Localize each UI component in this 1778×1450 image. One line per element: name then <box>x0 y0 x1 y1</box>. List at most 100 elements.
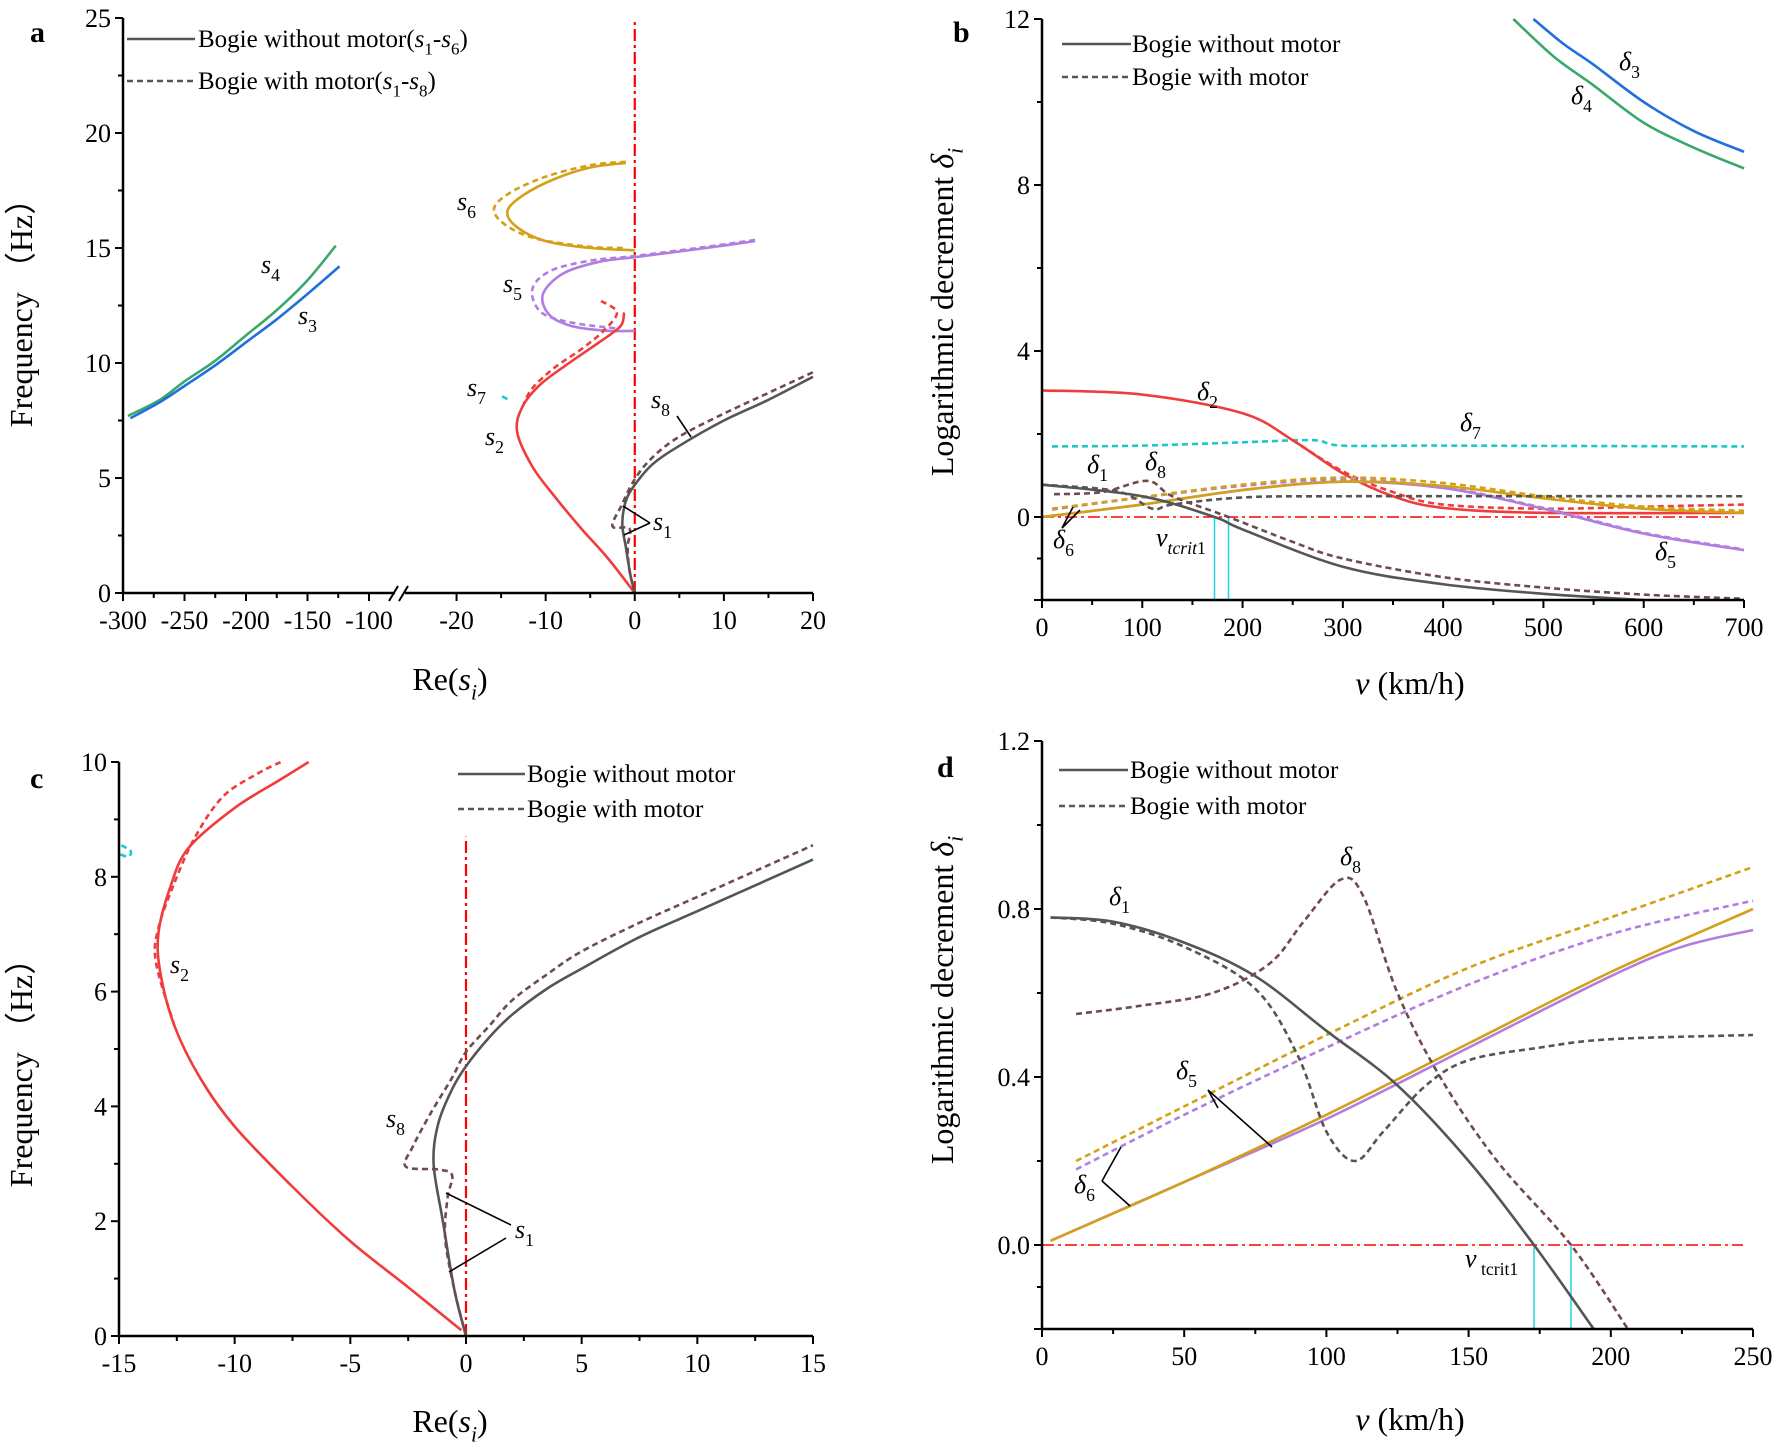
y-tick-label: 25 <box>85 4 111 33</box>
curve-label: δ5 <box>1655 537 1676 572</box>
curve-label: δ5 <box>1176 1056 1197 1091</box>
series-line-2 <box>505 161 635 252</box>
y-tick-label: 6 <box>94 978 107 1007</box>
y-tick-label: 8 <box>94 863 107 892</box>
curve-label: s1 <box>515 1215 534 1250</box>
x-tick-label: 150 <box>1449 1342 1488 1371</box>
curve-label: δ4 <box>1571 81 1592 116</box>
panel-d: 0 50 100 150 200 250 0.0 0.4 0.8 1.2 v (km/h) Logar… <box>924 727 1773 1437</box>
x-tick-label: 5 <box>575 1349 588 1378</box>
legend-label: Bogie with motor <box>1132 64 1309 91</box>
x-tick-label: 0 <box>628 606 641 635</box>
curve-label: s6 <box>457 187 476 222</box>
series-line-4 <box>1050 916 1595 1329</box>
curve-label: vtcrit1 <box>1156 523 1206 558</box>
series-line-4 <box>540 239 756 333</box>
x-axis-title: v (km/h) <box>1355 1401 1464 1437</box>
series-line-8 <box>1051 476 1745 513</box>
series-line-1 <box>1075 899 1754 1171</box>
x-tick-label: 15 <box>800 1349 826 1378</box>
y-tick-label: 4 <box>94 1092 107 1121</box>
series-line-9 <box>1042 483 1644 600</box>
curve-label: δ3 <box>1619 47 1640 82</box>
curve-label: s1 <box>653 507 672 542</box>
leader-line <box>676 415 692 438</box>
curve-label: s3 <box>298 301 317 336</box>
series-line-1 <box>129 265 341 420</box>
x-tick-label: 500 <box>1524 613 1563 642</box>
x-tick-label: 400 <box>1424 613 1463 642</box>
leader-line <box>1101 1180 1131 1207</box>
leader-line <box>1101 1146 1122 1182</box>
series-line-1 <box>153 760 282 1027</box>
y-tick-label: 0.8 <box>998 895 1031 924</box>
panel-letter: a <box>30 16 45 49</box>
legend-label: Bogie with motor(s1-s8) <box>198 68 436 101</box>
leader-line <box>448 1237 507 1273</box>
series-line-3 <box>492 160 626 250</box>
x-tick-label: -20 <box>439 606 474 635</box>
panel-letter: d <box>937 751 954 784</box>
x-tick-label: 700 <box>1725 613 1764 642</box>
y-tick-label: 0.4 <box>998 1063 1031 1092</box>
panel-c: -15 -10 -5 0 5 10 15 0 2 4 6 8 10 Re(si) Frequency （Hz… <box>3 748 826 1447</box>
series-line-2 <box>1052 438 1745 448</box>
y-tick-label: 10 <box>81 748 107 777</box>
x-tick-label: -5 <box>339 1349 361 1378</box>
series-line-3 <box>432 858 814 1336</box>
series-group <box>1042 17 1745 600</box>
legend-label: Bogie without motor <box>1132 31 1341 58</box>
panel-b: 0 100 200 300 400 500 600 700 0 4 8 12 v (km/h) Logar… <box>924 5 1764 701</box>
curve-label: s4 <box>261 250 280 285</box>
x-tick-label: -100 <box>345 606 393 635</box>
axis-break-mark <box>388 585 409 602</box>
series-line-6 <box>515 312 636 593</box>
y-tick-label: 5 <box>98 464 111 493</box>
x-tick-label: 0 <box>1036 613 1049 642</box>
curve-label: δ6 <box>1074 1170 1095 1205</box>
series-line-0 <box>1532 17 1745 154</box>
series-line-1 <box>1512 18 1745 170</box>
y-axis-title: Frequency （Hz） <box>3 183 39 427</box>
leader-line <box>445 1192 512 1226</box>
series-line-11 <box>1053 479 1745 600</box>
panel-letter: c <box>30 762 43 795</box>
series-line-5 <box>1050 916 1754 1163</box>
curve-label: v tcrit1 <box>1465 1244 1518 1279</box>
legend-label: Bogie without motor(s1-s6) <box>198 26 468 59</box>
x-tick-label: -300 <box>99 606 147 635</box>
x-tick-label: -150 <box>284 606 332 635</box>
series-line-4 <box>1292 439 1745 511</box>
series-line-9 <box>621 375 814 593</box>
x-axis-title: v (km/h) <box>1355 665 1464 701</box>
x-axis-title: Re(si) <box>412 1403 487 1447</box>
x-axis-title: Re(si) <box>412 661 487 705</box>
y-tick-label: 0 <box>98 579 111 608</box>
leader-line <box>623 522 651 536</box>
y-axis-title: Logarithmic decrement δi <box>924 836 968 1164</box>
curve-label: δ1 <box>1087 450 1108 485</box>
y-tick-label: 2 <box>94 1207 107 1236</box>
curve-label: δ8 <box>1340 842 1361 877</box>
legend-label: Bogie with motor <box>1130 793 1307 820</box>
x-tick-label: 300 <box>1323 613 1362 642</box>
x-tick-label: 100 <box>1307 1342 1346 1371</box>
x-tick-label: -10 <box>528 606 563 635</box>
series-line-3 <box>1050 907 1754 1242</box>
leader-line <box>1061 509 1081 529</box>
x-tick-label: 250 <box>1734 1342 1773 1371</box>
series-line-7 <box>1042 480 1745 519</box>
x-tick-label: 0 <box>460 1349 473 1378</box>
x-tick-label: 600 <box>1624 613 1663 642</box>
y-axis-title: Frequency （Hz） <box>3 943 39 1187</box>
x-tick-label: -15 <box>102 1349 137 1378</box>
x-tick-label: 10 <box>711 606 737 635</box>
series-line-10 <box>611 371 814 593</box>
series-line-0 <box>156 760 463 1332</box>
panel-letter: b <box>953 16 970 49</box>
series-line-10 <box>1042 483 1745 511</box>
x-tick-label: 10 <box>684 1349 710 1378</box>
leader-line <box>1207 1089 1219 1109</box>
leader-line <box>1207 1089 1273 1148</box>
